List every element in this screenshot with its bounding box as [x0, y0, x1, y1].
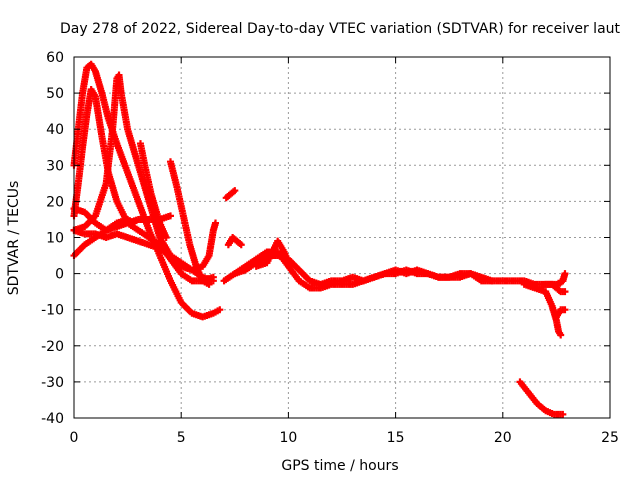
data-point — [205, 280, 213, 288]
y-tick-label: 30 — [46, 158, 64, 174]
x-tick-label: 15 — [387, 430, 405, 446]
series-arc-j — [224, 234, 245, 249]
data-point — [166, 212, 174, 220]
data-point — [212, 219, 220, 227]
chart-title: Day 278 of 2022, Sidereal Day-to-day VTE… — [60, 21, 621, 37]
data-point — [209, 277, 217, 285]
data-point — [561, 288, 569, 296]
series-arc-h — [166, 158, 213, 288]
data-point — [561, 306, 569, 314]
y-tick-label: 20 — [46, 194, 64, 210]
axis-ticks: 0 5 10 15 20 25 -40 -30 -20 -10 0 10 20 30 40 50 60 — [41, 50, 619, 446]
y-tick-label: -10 — [41, 303, 64, 319]
y-tick-label: 50 — [46, 86, 64, 102]
data-point — [559, 410, 567, 418]
x-tick-label: 10 — [279, 430, 297, 446]
data-point — [231, 187, 239, 195]
y-tick-label: -30 — [41, 375, 64, 391]
y-tick-label: 40 — [46, 122, 64, 138]
series-arc-g — [136, 140, 170, 241]
y-tick-label: 60 — [46, 50, 64, 66]
data-points — [70, 60, 569, 418]
x-tick-label: 20 — [494, 430, 512, 446]
y-tick-label: -40 — [41, 411, 64, 427]
data-point — [162, 234, 170, 241]
data-point — [130, 219, 138, 227]
x-axis-label: GPS time / hours — [281, 458, 398, 474]
data-point — [557, 331, 565, 339]
series-arc-n — [520, 280, 565, 339]
series-arc-m — [252, 237, 292, 270]
data-point — [488, 277, 496, 285]
x-tick-label: 25 — [601, 430, 619, 446]
data-point — [216, 306, 224, 314]
series-arc-q — [552, 306, 569, 321]
x-tick-label: 0 — [70, 430, 79, 446]
series-arc-r — [516, 378, 567, 418]
data-point — [284, 259, 292, 267]
y-tick-label: -20 — [41, 339, 64, 355]
series-arc-i — [222, 187, 239, 202]
data-point — [237, 241, 245, 249]
series-arc-o — [542, 280, 569, 296]
y-tick-label: 0 — [55, 267, 64, 283]
x-tick-label: 5 — [177, 430, 186, 446]
y-axis-label: SDTVAR / TECUs — [6, 181, 22, 296]
data-point — [561, 270, 569, 278]
y-tick-label: 10 — [46, 231, 64, 247]
series-arc-p — [555, 270, 569, 288]
